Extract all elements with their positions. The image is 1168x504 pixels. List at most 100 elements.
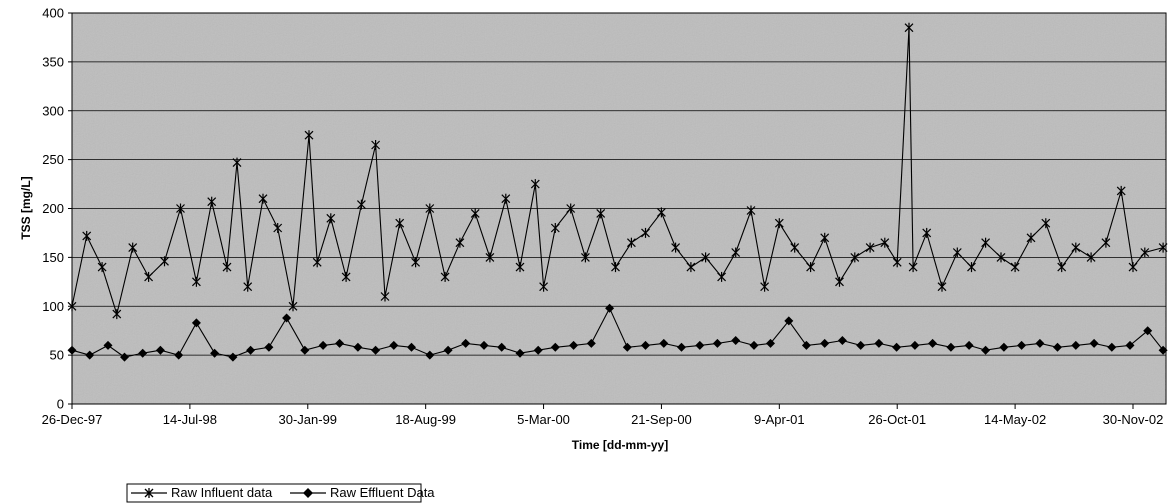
data-point-asterisk bbox=[835, 276, 844, 287]
data-point-diamond bbox=[318, 340, 328, 350]
data-point-diamond bbox=[784, 316, 794, 326]
y-tick-label: 300 bbox=[42, 103, 64, 118]
data-point-asterisk bbox=[1140, 247, 1150, 258]
y-tick-label: 250 bbox=[42, 152, 64, 167]
data-point-asterisk bbox=[626, 237, 636, 248]
data-point-diamond bbox=[300, 345, 310, 355]
data-point-asterisk bbox=[1158, 242, 1168, 253]
asterisk-marker-icon bbox=[144, 488, 154, 498]
data-point-diamond bbox=[1071, 340, 1081, 350]
data-point-asterisk bbox=[1116, 185, 1126, 196]
data-point-asterisk bbox=[760, 281, 770, 292]
data-point-asterisk bbox=[371, 140, 381, 150]
data-point-asterisk bbox=[850, 252, 860, 263]
data-point-diamond bbox=[837, 336, 847, 345]
data-point-diamond bbox=[138, 348, 148, 358]
data-point-asterisk bbox=[1010, 262, 1020, 273]
data-point-diamond bbox=[479, 340, 489, 350]
plot-area bbox=[67, 12, 1168, 405]
x-axis-ticks: 26-Dec-97 14-Jul-98 30-Jan-99 18-Aug-99 5-Ma… bbox=[42, 404, 1163, 427]
data-point-asterisk bbox=[937, 281, 947, 292]
y-tick-label: 150 bbox=[42, 250, 64, 265]
data-point-asterisk bbox=[440, 271, 450, 282]
data-point-asterisk bbox=[258, 193, 268, 204]
data-point-diamond bbox=[371, 345, 381, 355]
legend-entry-effluent: Raw Effluent Data bbox=[290, 485, 435, 500]
series-raw-influent bbox=[67, 22, 1168, 320]
x-tick-label: 26-Dec-97 bbox=[42, 412, 103, 427]
data-point-asterisk bbox=[731, 247, 741, 258]
data-point-asterisk bbox=[580, 252, 590, 263]
data-point-asterisk bbox=[112, 309, 122, 320]
data-point-diamond bbox=[1035, 338, 1045, 348]
data-point-asterisk bbox=[425, 203, 435, 214]
data-point-asterisk bbox=[820, 232, 830, 243]
data-point-diamond bbox=[586, 338, 596, 348]
data-point-asterisk bbox=[1026, 232, 1036, 243]
x-axis-title: Time [dd-mm-yy] bbox=[572, 438, 668, 452]
data-point-asterisk bbox=[892, 257, 902, 268]
data-point-asterisk bbox=[806, 262, 816, 273]
data-point-diamond bbox=[874, 338, 884, 348]
data-point-asterisk bbox=[82, 230, 92, 241]
x-tick-label: 9-Apr-01 bbox=[754, 412, 805, 427]
data-point-diamond bbox=[210, 348, 220, 358]
series-raw-effluent bbox=[67, 303, 1168, 362]
data-point-asterisk bbox=[1041, 218, 1051, 229]
data-point-asterisk bbox=[304, 130, 314, 141]
data-point-diamond bbox=[335, 338, 345, 348]
data-point-asterisk bbox=[470, 208, 480, 219]
data-point-asterisk bbox=[97, 262, 107, 273]
data-point-asterisk bbox=[222, 262, 232, 273]
data-point-asterisk bbox=[996, 252, 1006, 263]
data-point-asterisk bbox=[641, 227, 650, 238]
data-point-asterisk bbox=[596, 208, 606, 219]
data-point-asterisk bbox=[717, 271, 727, 282]
data-point-asterisk bbox=[1057, 262, 1067, 273]
horizontal-gridlines bbox=[72, 12, 1166, 356]
data-point-diamond bbox=[155, 345, 165, 355]
data-point-diamond bbox=[1143, 326, 1153, 336]
axes: 0 50 100 150 200 250 300 350 400 26-Dec-97 14-Jul… bbox=[42, 6, 1166, 427]
data-point-diamond bbox=[928, 338, 938, 348]
data-point-diamond bbox=[191, 318, 201, 328]
data-point-asterisk bbox=[411, 257, 421, 268]
data-point-diamond bbox=[246, 345, 256, 355]
data-point-asterisk bbox=[176, 203, 185, 214]
data-point-asterisk bbox=[288, 301, 298, 312]
data-point-diamond bbox=[1017, 340, 1027, 350]
data-point-diamond bbox=[264, 342, 274, 352]
data-point-diamond bbox=[120, 352, 129, 362]
data-point-asterisk bbox=[880, 237, 890, 248]
data-point-asterisk bbox=[312, 257, 322, 268]
data-point-diamond bbox=[659, 338, 669, 348]
data-point-diamond bbox=[605, 303, 615, 313]
data-point-diamond bbox=[497, 342, 507, 352]
data-point-asterisk bbox=[243, 281, 253, 292]
data-point-asterisk bbox=[908, 262, 918, 273]
legend-label-influent: Raw Influent data bbox=[171, 485, 273, 500]
data-point-asterisk bbox=[356, 199, 366, 210]
data-point-asterisk bbox=[530, 179, 540, 190]
data-point-diamond bbox=[695, 340, 705, 350]
data-point-asterisk bbox=[952, 247, 962, 258]
data-point-diamond bbox=[1107, 342, 1117, 352]
data-point-diamond bbox=[677, 342, 686, 352]
x-tick-label: 14-Jul-98 bbox=[163, 412, 217, 427]
data-point-asterisk bbox=[904, 22, 914, 33]
data-point-asterisk bbox=[1101, 237, 1111, 248]
data-point-asterisk bbox=[746, 205, 756, 216]
y-tick-label: 200 bbox=[42, 201, 64, 216]
data-point-asterisk bbox=[1086, 252, 1096, 263]
data-point-asterisk bbox=[191, 276, 201, 287]
data-point-asterisk bbox=[967, 262, 976, 273]
data-point-diamond bbox=[533, 345, 543, 355]
data-point-diamond bbox=[389, 340, 399, 350]
data-point-asterisk bbox=[144, 271, 154, 282]
data-point-asterisk bbox=[485, 252, 495, 263]
data-point-asterisk bbox=[207, 196, 217, 207]
data-point-asterisk bbox=[539, 281, 549, 292]
data-point-asterisk bbox=[380, 291, 390, 302]
y-tick-label: 0 bbox=[57, 397, 64, 412]
